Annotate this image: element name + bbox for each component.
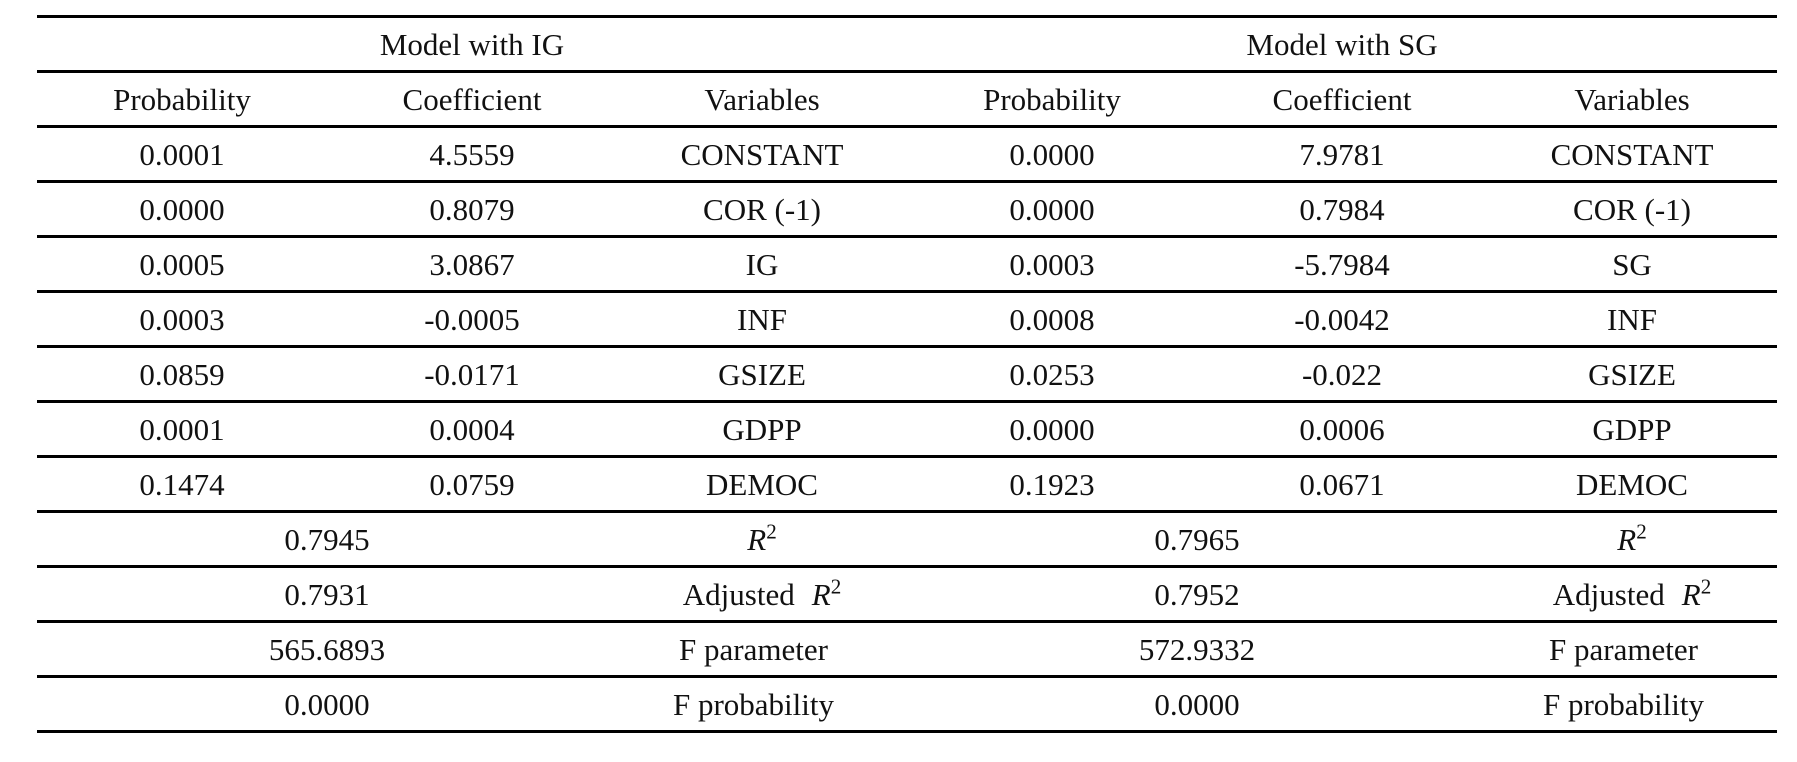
cell-variable: COR (-1) bbox=[617, 180, 907, 238]
superscript-2: 2 bbox=[1636, 519, 1647, 544]
col-header-variables-sg: Variables bbox=[1487, 70, 1778, 128]
table-row-cor-lag: 0.0000 0.8079 COR (-1) 0.0000 0.7984 COR… bbox=[37, 180, 1778, 238]
table-row-gdpp: 0.0001 0.0004 GDPP 0.0000 0.0006 GDPP bbox=[37, 400, 1778, 458]
cell-probability: 0.0859 bbox=[37, 345, 327, 403]
cell-probability: 0.0000 bbox=[37, 180, 327, 238]
summary-row-f-parameter: 565.6893 F parameter 572.9332 F paramete… bbox=[37, 620, 1778, 678]
summary-value: 0.0000 bbox=[37, 675, 617, 733]
cell-probability: 0.0008 bbox=[907, 290, 1197, 348]
summary-value: 572.9332 bbox=[907, 620, 1487, 678]
cell-probability: 0.0000 bbox=[907, 125, 1197, 183]
summary-label-f-parameter: F parameter bbox=[617, 620, 907, 678]
summary-label-f-probability: F probability bbox=[1487, 675, 1778, 733]
cell-variable: IG bbox=[617, 235, 907, 293]
col-header-probability-sg: Probability bbox=[907, 70, 1197, 128]
cell-coefficient: -0.022 bbox=[1197, 345, 1487, 403]
r-symbol: R bbox=[811, 576, 831, 612]
cell-coefficient: 3.0867 bbox=[327, 235, 617, 293]
cell-coefficient: 4.5559 bbox=[327, 125, 617, 183]
cell-probability: 0.1474 bbox=[37, 455, 327, 513]
cell-coefficient: 0.0004 bbox=[327, 400, 617, 458]
cell-variable: INF bbox=[1487, 290, 1778, 348]
col-header-coefficient-ig: Coefficient bbox=[327, 70, 617, 128]
cell-variable: DEMOC bbox=[1487, 455, 1778, 513]
cell-coefficient: -0.0171 bbox=[327, 345, 617, 403]
summary-label-text: F probability bbox=[1542, 686, 1704, 722]
table-row-inf: 0.0003 -0.0005 INF 0.0008 -0.0042 INF bbox=[37, 290, 1778, 348]
cell-probability: 0.1923 bbox=[907, 455, 1197, 513]
summary-value: 0.0000 bbox=[907, 675, 1487, 733]
model-sg-title: Model with SG bbox=[907, 15, 1778, 73]
summary-label-text: Adjusted bbox=[682, 576, 795, 612]
summary-value: 0.7952 bbox=[907, 565, 1487, 623]
summary-label-adjusted-r-squared: Adjusted R2 bbox=[1487, 565, 1778, 623]
cell-variable: CONSTANT bbox=[1487, 125, 1778, 183]
summary-label-f-probability: F probability bbox=[617, 675, 907, 733]
cell-variable: INF bbox=[617, 290, 907, 348]
summary-value: 0.7931 bbox=[37, 565, 617, 623]
cell-coefficient: 7.9781 bbox=[1197, 125, 1487, 183]
cell-probability: 0.0003 bbox=[37, 290, 327, 348]
summary-row-adjusted-r-squared: 0.7931 Adjusted R2 0.7952 Adjusted R2 bbox=[37, 565, 1778, 623]
r-symbol: R bbox=[1681, 576, 1701, 612]
summary-label-f-parameter: F parameter bbox=[1487, 620, 1778, 678]
cell-probability: 0.0005 bbox=[37, 235, 327, 293]
cell-coefficient: 0.7984 bbox=[1197, 180, 1487, 238]
summary-value: 565.6893 bbox=[37, 620, 617, 678]
superscript-2: 2 bbox=[830, 574, 842, 599]
r-symbol: R bbox=[1617, 521, 1637, 557]
cell-probability: 0.0000 bbox=[907, 180, 1197, 238]
summary-row-f-probability: 0.0000 F probability 0.0000 F probabilit… bbox=[37, 675, 1778, 733]
table-row-gsize: 0.0859 -0.0171 GSIZE 0.0253 -0.022 GSIZE bbox=[37, 345, 1778, 403]
cell-coefficient: 0.0671 bbox=[1197, 455, 1487, 513]
col-header-probability-ig: Probability bbox=[37, 70, 327, 128]
summary-label-text: Adjusted bbox=[1552, 576, 1665, 612]
cell-coefficient: -5.7984 bbox=[1197, 235, 1487, 293]
summary-value: 0.7965 bbox=[907, 510, 1487, 568]
cell-variable: GDPP bbox=[617, 400, 907, 458]
regression-results-table: Model with IG Model with SG Probability … bbox=[37, 15, 1778, 733]
cell-coefficient: 0.8079 bbox=[327, 180, 617, 238]
cell-variable: DEMOC bbox=[617, 455, 907, 513]
r-symbol: R bbox=[747, 521, 767, 557]
superscript-2: 2 bbox=[1700, 574, 1712, 599]
cell-probability: 0.0003 bbox=[907, 235, 1197, 293]
col-header-coefficient-sg: Coefficient bbox=[1197, 70, 1487, 128]
cell-coefficient: -0.0005 bbox=[327, 290, 617, 348]
cell-variable: COR (-1) bbox=[1487, 180, 1778, 238]
summary-value: 0.7945 bbox=[37, 510, 617, 568]
cell-probability: 0.0253 bbox=[907, 345, 1197, 403]
summary-label-text: F parameter bbox=[679, 631, 828, 667]
model-ig-title: Model with IG bbox=[37, 15, 907, 73]
cell-probability: 0.0001 bbox=[37, 400, 327, 458]
summary-row-r-squared: 0.7945 R2 0.7965 R2 bbox=[37, 510, 1778, 568]
cell-variable: GSIZE bbox=[1487, 345, 1778, 403]
column-header-row: Probability Coefficient Variables Probab… bbox=[37, 70, 1778, 128]
table-row-democ: 0.1474 0.0759 DEMOC 0.1923 0.0671 DEMOC bbox=[37, 455, 1778, 513]
cell-probability: 0.0001 bbox=[37, 125, 327, 183]
cell-variable: GDPP bbox=[1487, 400, 1778, 458]
cell-variable: SG bbox=[1487, 235, 1778, 293]
summary-label-adjusted-r-squared: Adjusted R2 bbox=[617, 565, 907, 623]
cell-probability: 0.0000 bbox=[907, 400, 1197, 458]
cell-variable: CONSTANT bbox=[617, 125, 907, 183]
cell-coefficient: 0.0759 bbox=[327, 455, 617, 513]
table-row-constant: 0.0001 4.5559 CONSTANT 0.0000 7.9781 CON… bbox=[37, 125, 1778, 183]
cell-coefficient: 0.0006 bbox=[1197, 400, 1487, 458]
summary-label-text: F parameter bbox=[1549, 631, 1698, 667]
cell-variable: GSIZE bbox=[617, 345, 907, 403]
summary-label-r-squared: R2 bbox=[1487, 510, 1778, 568]
model-title-row: Model with IG Model with SG bbox=[37, 15, 1778, 73]
summary-label-text: F probability bbox=[672, 686, 834, 722]
table-row-ig-sg: 0.0005 3.0867 IG 0.0003 -5.7984 SG bbox=[37, 235, 1778, 293]
col-header-variables-ig: Variables bbox=[617, 70, 907, 128]
cell-coefficient: -0.0042 bbox=[1197, 290, 1487, 348]
superscript-2: 2 bbox=[766, 519, 777, 544]
summary-label-r-squared: R2 bbox=[617, 510, 907, 568]
